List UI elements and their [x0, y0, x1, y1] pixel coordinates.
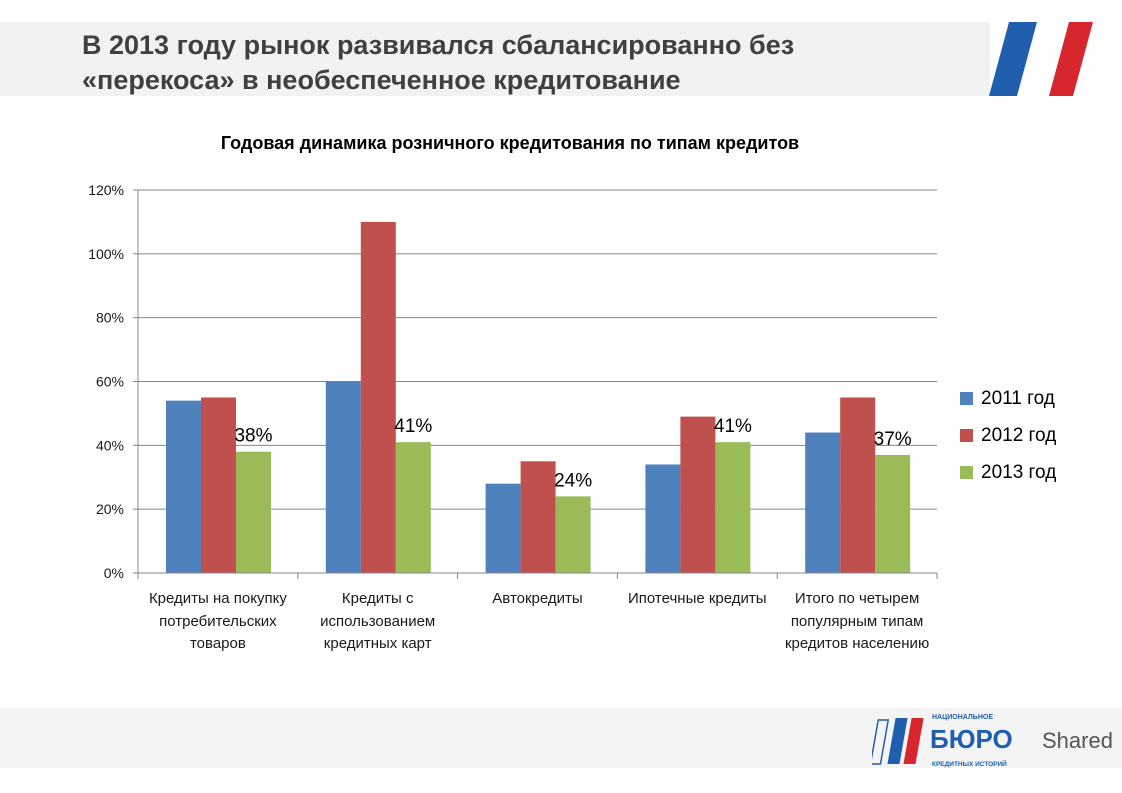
- bar-2012-год-3: [680, 416, 716, 573]
- y-tick-label: 40%: [96, 437, 124, 453]
- data-label: 37%: [874, 429, 912, 450]
- bar-2011-год-0: [166, 400, 201, 573]
- data-label: 24%: [554, 470, 592, 491]
- bar-2012-год-4: [840, 397, 876, 573]
- bar-2011-год-2: [485, 483, 521, 573]
- logo-top-text: НАЦИОНАЛЬНОЕ: [932, 714, 993, 721]
- x-category-label: Ипотечные кредиты: [628, 590, 767, 607]
- header-band: [0, 22, 990, 96]
- bar-2011-год-1: [325, 381, 361, 573]
- legend-item: 2013 год: [960, 454, 1056, 491]
- legend-item: 2011 год: [960, 380, 1056, 417]
- bar-2013-год-0: [236, 451, 271, 573]
- y-tick-label: 0%: [104, 565, 124, 581]
- nbki-logo: НАЦИОНАЛЬНОЕ БЮРО КРЕДИТНЫХ ИСТОРИЙ Shar…: [869, 710, 1120, 775]
- bar-2013-год-4: [875, 454, 911, 573]
- bar-2011-год-4: [805, 432, 841, 573]
- bar-2012-год-1: [360, 221, 396, 573]
- legend-swatch: [960, 429, 973, 442]
- logo-bottom-text: КРЕДИТНЫХ ИСТОРИЙ: [932, 759, 1007, 768]
- y-tick-label: 60%: [96, 374, 124, 390]
- chart-title: Годовая динамика розничного кредитования…: [220, 133, 800, 153]
- y-tick-label: 20%: [96, 501, 124, 517]
- slide-title: В 2013 году рынок развивался сбалансиров…: [82, 28, 794, 98]
- bar-2013-год-2: [555, 496, 591, 573]
- x-category-label: Кредиты с использованием кредитных карт: [320, 590, 436, 652]
- legend-label: 2012 год: [981, 424, 1057, 446]
- legend-label: 2013 год: [981, 461, 1057, 483]
- x-category-label: Автокредиты: [492, 590, 583, 607]
- data-label: 38%: [234, 426, 272, 447]
- bar-2011-год-3: [645, 464, 681, 573]
- x-category-label: Кредиты на покупку потребительских товар…: [148, 590, 287, 652]
- legend-label: 2011 год: [981, 387, 1055, 409]
- data-label: 41%: [714, 416, 752, 437]
- bar-2013-год-3: [715, 442, 751, 573]
- y-tick-label: 120%: [88, 182, 124, 198]
- data-label: 41%: [394, 416, 432, 437]
- legend-swatch: [960, 466, 973, 479]
- legend-item: 2012 год: [960, 417, 1056, 454]
- legend: 2011 год 2012 год 2013 год: [960, 380, 1056, 491]
- bar-2013-год-1: [395, 442, 431, 573]
- logo-main-text: БЮРО: [930, 724, 1013, 754]
- footer-band: [0, 708, 1122, 768]
- y-tick-label: 100%: [88, 246, 124, 262]
- x-category-label: Итого по четырем популярным типам кредит…: [784, 590, 930, 652]
- bar-2012-год-2: [520, 461, 556, 573]
- title-line-1: В 2013 году рынок развивался сбалансиров…: [82, 30, 795, 60]
- flag-stripes-logo: [989, 22, 1093, 96]
- y-tick-label: 80%: [96, 310, 124, 326]
- bar-2012-год-0: [201, 397, 236, 573]
- title-line-2: «перекоса» в необеспеченное кредитование: [82, 65, 681, 95]
- legend-swatch: [960, 392, 973, 405]
- watermark-text: Shared: [1042, 728, 1113, 753]
